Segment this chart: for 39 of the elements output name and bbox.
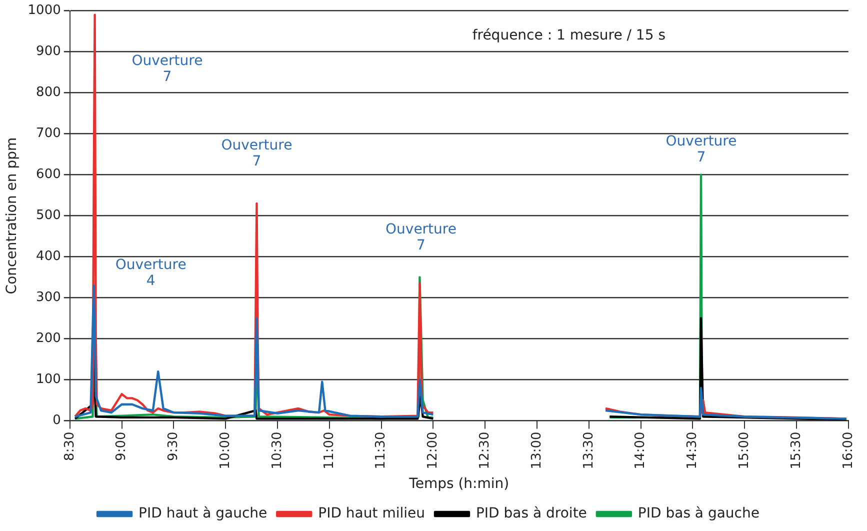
annotation: Ouverture 7 [221,138,292,170]
annotation: Ouverture 7 [132,53,203,86]
legend-label: PID haut milieu [318,506,425,522]
legend-label: PID bas à gauche [638,506,760,522]
y-tick-label: 300 [36,290,61,306]
x-tick-label: 11:30 [374,432,389,470]
x-tick-label: 8:30 [62,432,78,461]
y-tick-label: 800 [36,85,61,100]
y-tick-label: 1000 [28,3,61,18]
x-tick-label: 16:00 [840,432,856,470]
y-tick-label: 100 [36,372,61,388]
x-tick-label: 13:00 [529,432,544,470]
x-tick-label: 12:00 [426,432,441,470]
y-tick-label: 500 [36,208,61,224]
x-tick-label: 10:30 [270,432,285,470]
legend-label: PID haut à gauche [138,506,268,522]
y-tick-label: 900 [36,44,61,60]
x-tick-label: 9:30 [166,432,182,461]
y-axis-title: Concentration en ppm [4,137,20,294]
y-tick-label: 700 [36,126,61,142]
legend-label: PID bas à droite [476,506,587,522]
annotation: Ouverture 7 [386,222,456,254]
x-tick-label: 15:30 [788,432,804,470]
x-tick-label: 13:30 [581,432,596,470]
annotation: fréquence : 1 mesure / 15 s [472,27,666,44]
y-tick-label: 0 [52,413,61,428]
x-tick-label: 12:30 [477,432,492,470]
x-axis-title: Temps (h:min) [408,476,510,492]
y-tick-label: 400 [36,249,61,264]
y-tick-label: 200 [36,331,61,346]
annotation: Ouverture 7 [666,133,737,166]
y-tick-label: 600 [36,167,61,182]
annotation: Ouverture 4 [115,256,186,289]
x-tick-label: 9:00 [114,432,130,461]
x-tick-label: 11:00 [322,432,337,470]
x-tick-label: 10:00 [218,432,233,470]
x-tick-label: 14:30 [685,432,700,470]
x-tick-label: 14:00 [633,432,648,470]
x-tick-label: 15:00 [736,432,752,470]
